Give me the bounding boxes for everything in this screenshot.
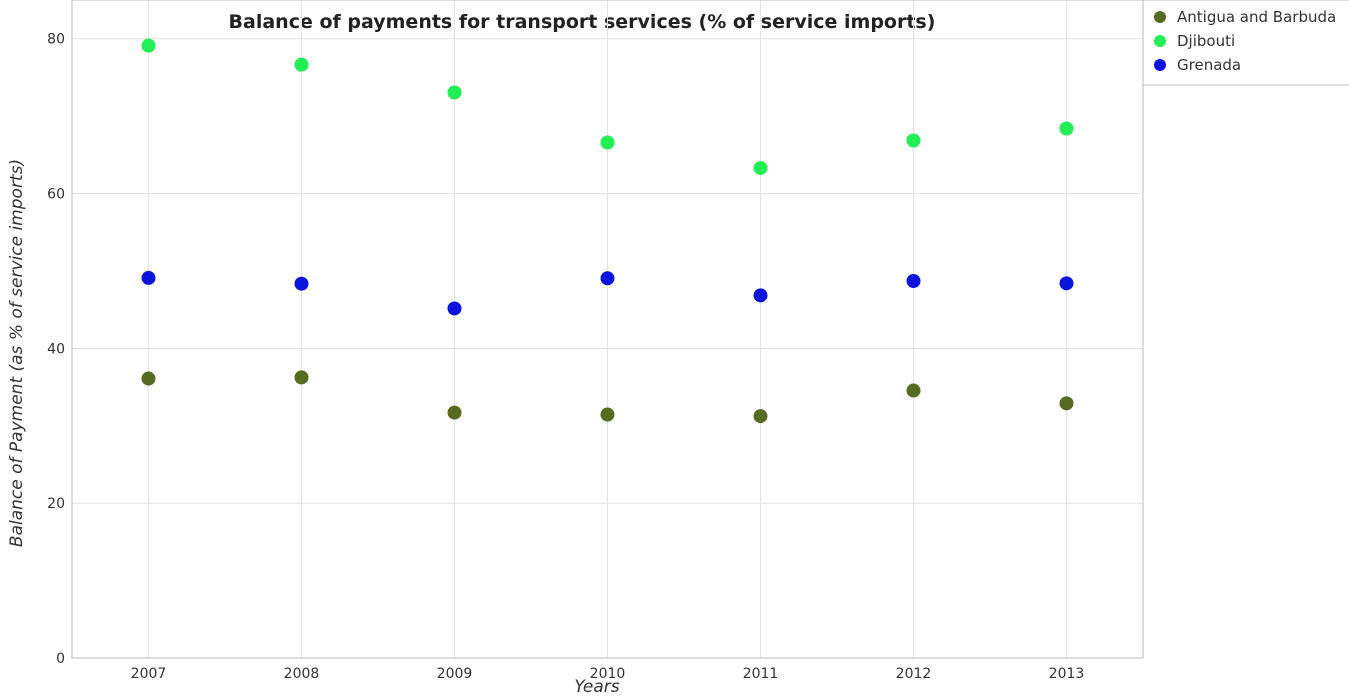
point-antigua-and-barbuda [294,370,309,385]
point-antigua-and-barbuda [753,409,768,424]
point-djibouti [294,57,309,72]
point-grenada [447,301,462,316]
point-djibouti [906,133,921,148]
legend: Antigua and Barbuda Djibouti Grenada [1142,0,1349,86]
x-tick-label: 2010 [590,666,626,682]
point-grenada [141,270,156,285]
point-grenada [294,276,309,291]
point-grenada [906,274,921,289]
point-djibouti [600,135,615,150]
point-antigua-and-barbuda [906,383,921,398]
y-tick-label: 0 [56,651,65,667]
point-antigua-and-barbuda [141,371,156,386]
plot-frame [71,0,1144,659]
point-grenada [753,288,768,303]
point-grenada [1059,276,1074,291]
plot-area: 0 20 40 60 80 2007 2008 2009 2010 2011 2012 2013 [47,0,1144,682]
point-antigua-and-barbuda [447,405,462,420]
chart-title: Balance of payments for transport servic… [229,11,936,33]
x-tick-label: 2009 [437,666,473,682]
legend-box [1142,0,1349,86]
legend-marker-grenada [1154,59,1166,71]
legend-marker-antigua-and-barbuda [1154,11,1166,23]
x-tick-label: 2013 [1049,666,1085,682]
y-tick-label: 80 [47,32,65,48]
x-tick-label: 2008 [284,666,320,682]
y-tick-label: 40 [47,341,65,357]
point-antigua-and-barbuda [1059,396,1074,411]
y-axis-label: Balance of Payment (as % of service impo… [7,159,27,547]
legend-marker-djibouti [1154,35,1166,47]
point-djibouti [447,85,462,100]
x-axis-label: Years [574,677,619,697]
point-djibouti [753,160,768,175]
legend-label-antigua-and-barbuda: Antigua and Barbuda [1177,8,1336,26]
legend-label-grenada: Grenada [1177,56,1241,74]
x-tick-label: 2011 [743,666,779,682]
point-antigua-and-barbuda [600,407,615,422]
y-tick-label: 60 [47,187,65,203]
x-tick-label: 2007 [131,666,167,682]
point-grenada [600,271,615,286]
legend-label-djibouti: Djibouti [1177,32,1235,50]
y-tick-label: 20 [47,496,65,512]
x-tick-label: 2012 [896,666,932,682]
point-djibouti [1059,121,1074,136]
point-djibouti [141,38,156,53]
